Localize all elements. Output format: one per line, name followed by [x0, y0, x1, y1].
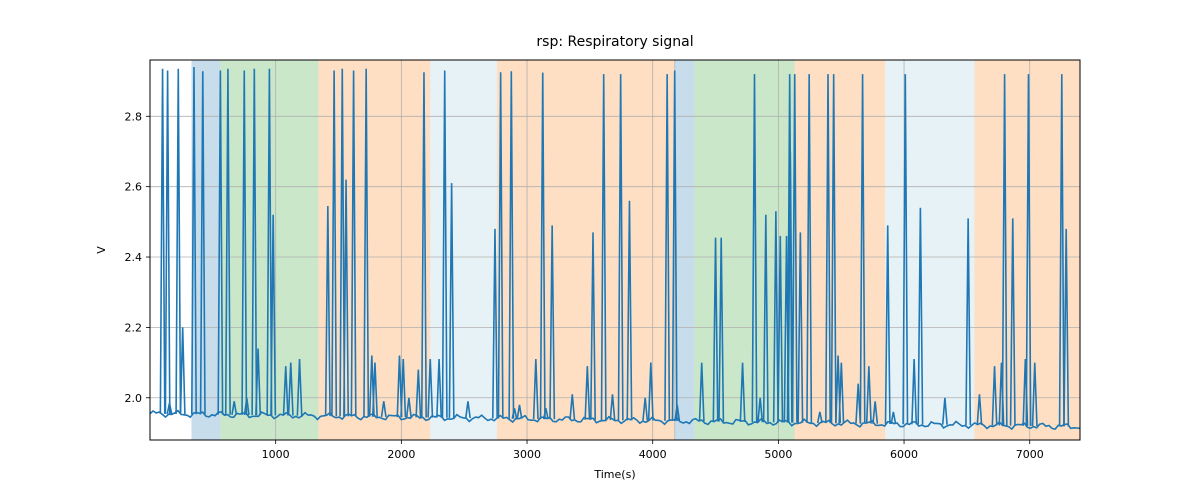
ytick-label: 2.0 — [125, 392, 143, 405]
xtick-label: 6000 — [890, 448, 918, 461]
ytick-label: 2.6 — [125, 181, 143, 194]
xtick-label: 4000 — [639, 448, 667, 461]
ytick-label: 2.2 — [125, 321, 143, 334]
span-lightblue — [885, 60, 974, 440]
spike — [176, 69, 180, 414]
background-spans — [191, 60, 1080, 440]
respiratory-signal-chart: 1000 2000 3000 4000 5000 6000 7000 2.0 2.2 2.4 2.6… — [0, 0, 1200, 500]
x-axis-label: Time(s) — [593, 468, 635, 481]
ytick-label: 2.4 — [125, 251, 143, 264]
ytick-label: 2.8 — [125, 110, 143, 123]
xtick-label: 2000 — [387, 448, 415, 461]
spike — [165, 71, 169, 414]
xtick-label: 7000 — [1016, 448, 1044, 461]
y-axis-label: V — [95, 246, 108, 254]
chart-container: 1000 2000 3000 4000 5000 6000 7000 2.0 2.2 2.4 2.6… — [0, 0, 1200, 500]
chart-title: rsp: Respiratory signal — [536, 34, 693, 50]
spike — [180, 327, 184, 414]
xtick-label: 3000 — [513, 448, 541, 461]
xtick-label: 5000 — [764, 448, 792, 461]
spike — [160, 69, 164, 414]
xtick-label: 1000 — [262, 448, 290, 461]
